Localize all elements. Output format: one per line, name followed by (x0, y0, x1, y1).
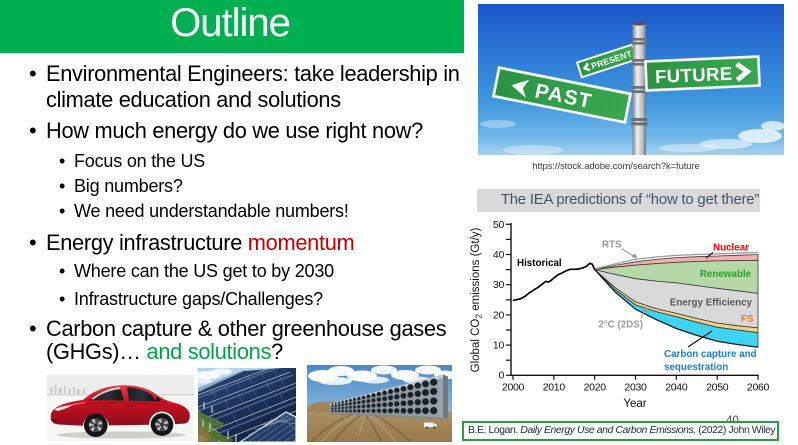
svg-text:Renewable: Renewable (700, 269, 752, 280)
svg-text:sequestration: sequestration (664, 362, 728, 373)
svg-text:2060: 2060 (747, 382, 770, 394)
svg-text:20: 20 (493, 309, 505, 321)
svg-text:0: 0 (498, 370, 504, 382)
svg-text:RTS: RTS (602, 240, 622, 251)
svg-text:Global CO2 emissions (Gt/y): Global CO2 emissions (Gt/y) (470, 227, 484, 372)
svg-text:10: 10 (493, 340, 505, 352)
svg-text:2030: 2030 (624, 382, 647, 394)
svg-text:Nuclear: Nuclear (713, 243, 749, 254)
svg-text:30: 30 (493, 279, 505, 291)
svg-text:FUTURE: FUTURE (655, 63, 733, 87)
svg-text:40: 40 (493, 249, 505, 261)
svg-text:2010: 2010 (543, 382, 566, 394)
svg-text:Historical: Historical (517, 258, 562, 269)
svg-text:Year: Year (623, 398, 646, 410)
svg-text:50: 50 (493, 219, 505, 231)
svg-text:2000: 2000 (502, 382, 525, 394)
svg-text:2°C (2DS): 2°C (2DS) (598, 320, 643, 331)
svg-text:2020: 2020 (584, 382, 607, 394)
svg-text:Carbon capture and: Carbon capture and (664, 349, 757, 360)
svg-text:FS: FS (741, 314, 754, 325)
svg-text:2050: 2050 (706, 382, 729, 394)
svg-text:Energy Efficiency: Energy Efficiency (670, 298, 753, 309)
svg-text:2040: 2040 (665, 382, 688, 394)
